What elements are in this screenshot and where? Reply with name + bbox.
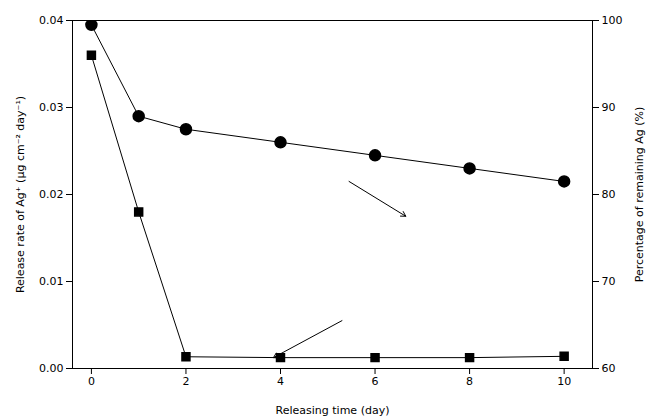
svg-text:4: 4 xyxy=(277,375,284,388)
svg-text:90: 90 xyxy=(602,101,616,114)
svg-text:10: 10 xyxy=(557,375,571,388)
svg-text:6: 6 xyxy=(372,375,379,388)
svg-text:0: 0 xyxy=(88,375,95,388)
svg-text:Percentage of remaining Ag (%): Percentage of remaining Ag (%) xyxy=(633,107,646,283)
svg-text:Releasing time (day): Releasing time (day) xyxy=(276,404,390,416)
svg-text:80: 80 xyxy=(602,188,616,201)
svg-text:0.01: 0.01 xyxy=(39,275,64,288)
svg-text:Release rate of Ag⁺ (μg cm⁻² d: Release rate of Ag⁺ (μg cm⁻² day⁻¹) xyxy=(14,96,27,293)
svg-text:8: 8 xyxy=(466,375,473,388)
svg-text:2: 2 xyxy=(182,375,189,388)
svg-text:0.04: 0.04 xyxy=(39,14,64,27)
svg-text:60: 60 xyxy=(602,362,616,375)
svg-text:0.00: 0.00 xyxy=(39,362,64,375)
svg-text:70: 70 xyxy=(602,275,616,288)
svg-text:0.03: 0.03 xyxy=(39,101,64,114)
svg-text:100: 100 xyxy=(602,14,623,27)
svg-text:0.02: 0.02 xyxy=(39,188,64,201)
